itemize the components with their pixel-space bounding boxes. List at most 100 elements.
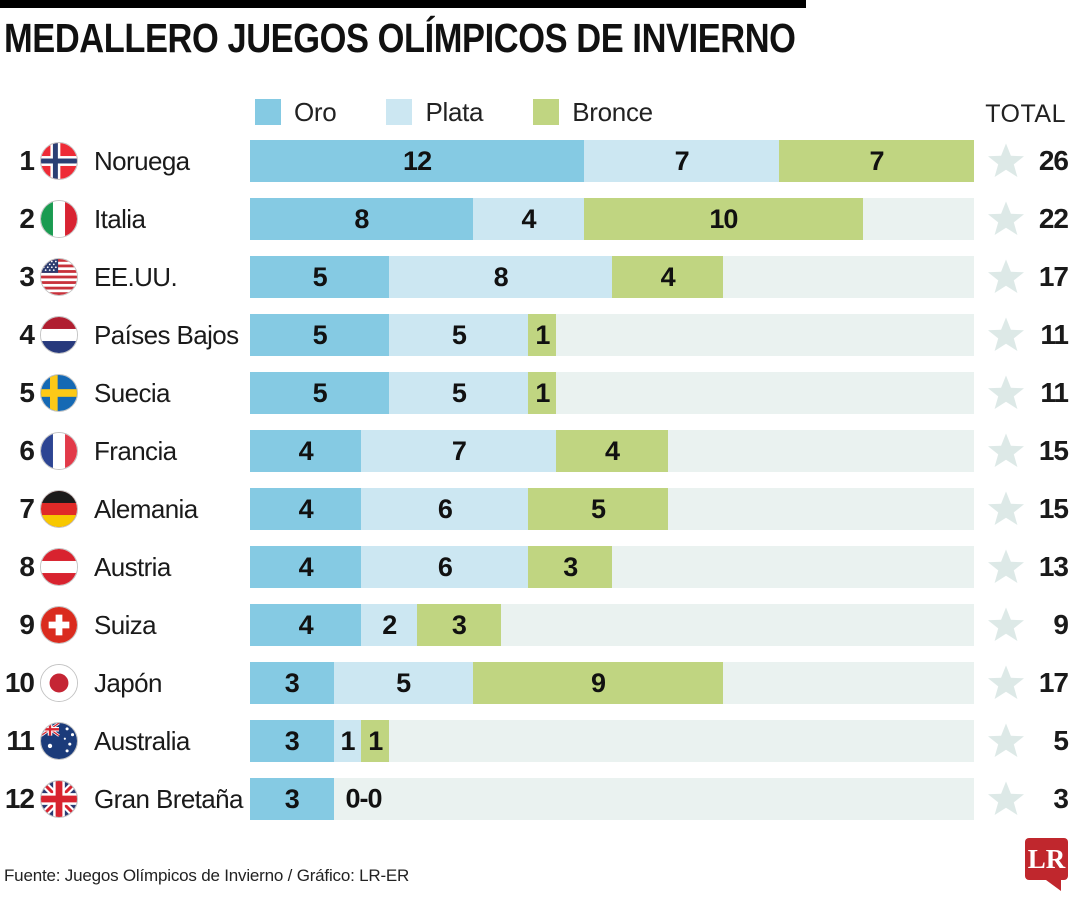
- bronce-segment: 1: [361, 720, 390, 762]
- bronce-segment: 4: [612, 256, 724, 298]
- oro-value: 3: [284, 783, 300, 814]
- bronce-segment: 10: [584, 198, 863, 240]
- oro-value: 5: [312, 377, 328, 408]
- oro-value: 4: [298, 435, 314, 466]
- oro-segment: 5: [250, 314, 390, 356]
- star-icon: [986, 721, 1026, 761]
- country-name: Alemania: [94, 493, 198, 524]
- country-name: Suiza: [94, 609, 157, 640]
- table-row: 10 Japón 3 5 9 17: [0, 654, 1080, 712]
- oro-segment: 3: [250, 778, 334, 820]
- plata-value: 5: [451, 377, 467, 408]
- country-name: Italia: [94, 203, 146, 234]
- star-icon: [986, 663, 1026, 703]
- bronce-value: 5: [591, 493, 606, 524]
- plata-value: 7: [674, 145, 690, 176]
- country-name: Noruega: [94, 145, 190, 176]
- bronce-value: 4: [660, 261, 676, 292]
- bronce-segment: 4: [556, 430, 668, 472]
- medal-bar-track: 3 5 9: [250, 662, 974, 704]
- plata-segment: 8: [389, 256, 612, 298]
- legend-swatch-icon: [255, 99, 281, 125]
- oro-segment: 4: [250, 488, 362, 530]
- top-accent-bar: [0, 0, 806, 8]
- bronce-value: 10: [709, 203, 738, 234]
- medal-bar-track: 5 5 1: [250, 372, 974, 414]
- bronce-value: 1: [368, 725, 383, 756]
- rank-label: 5: [19, 377, 35, 408]
- country-flag-icon: [40, 722, 78, 760]
- plata-segment: 6: [361, 488, 529, 530]
- country-flag-icon: [40, 432, 78, 470]
- medal-bar-track: 4 6 5: [250, 488, 974, 530]
- medal-bar-track: 5 5 1: [250, 314, 974, 356]
- source-credit: Fuente: Juegos Olímpicos de Invierno / G…: [4, 866, 410, 885]
- country-flag-icon: [40, 200, 78, 238]
- bronce-value: 3: [563, 551, 578, 582]
- oro-segment: 12: [250, 140, 585, 182]
- country-name: EE.UU.: [94, 261, 178, 292]
- bronce-segment: 1: [528, 314, 557, 356]
- rank-label: 1: [19, 145, 35, 176]
- legend: Oro Plata Bronce: [255, 99, 703, 125]
- oro-segment: 4: [250, 604, 362, 646]
- star-icon: [986, 431, 1026, 471]
- plata-value: 7: [451, 435, 467, 466]
- table-row: 7 Alemania 4 6 5 15: [0, 480, 1080, 538]
- oro-value: 3: [284, 725, 300, 756]
- total-value: 17: [1038, 667, 1069, 698]
- legend-label: Bronce: [572, 97, 653, 127]
- plata-segment: 7: [584, 140, 780, 182]
- rank-label: 4: [19, 319, 35, 350]
- zero-medals-label: 0-0: [345, 783, 383, 814]
- rank-label: 2: [19, 203, 35, 234]
- plata-segment: 7: [361, 430, 557, 472]
- table-row: 5 Suecia 5 5 1 11: [0, 364, 1080, 422]
- bronce-segment: 5: [528, 488, 668, 530]
- legend-item: Oro: [255, 97, 337, 127]
- medal-rows: 1 Noruega 12 7 7 2 6 2 Italia 8 4 10 22 3 EE.…: [0, 132, 1080, 828]
- country-flag-icon: [40, 490, 78, 528]
- star-icon: [986, 315, 1026, 355]
- oro-segment: 4: [250, 546, 362, 588]
- country-flag-icon: [40, 374, 78, 412]
- oro-segment: 5: [250, 256, 390, 298]
- oro-value: 5: [312, 319, 328, 350]
- bronce-value: 1: [535, 319, 550, 350]
- plata-value: 6: [437, 493, 453, 524]
- star-icon: [986, 141, 1026, 181]
- star-icon: [986, 199, 1026, 239]
- table-row: 6 Francia 4 7 4 15: [0, 422, 1080, 480]
- rank-label: 10: [4, 667, 35, 698]
- country-flag-icon: [40, 548, 78, 586]
- total-value: 11: [1040, 319, 1069, 350]
- oro-value: 8: [354, 203, 369, 234]
- country-flag-icon: [40, 258, 78, 296]
- plata-value: 1: [340, 725, 355, 756]
- rank-label: 3: [19, 261, 35, 292]
- country-flag-icon: [40, 664, 78, 702]
- plata-value: 4: [521, 203, 536, 234]
- rank-label: 7: [19, 493, 35, 524]
- star-icon: [986, 779, 1026, 819]
- bronce-segment: 3: [417, 604, 501, 646]
- rank-label: 11: [6, 725, 35, 756]
- oro-value: 4: [298, 609, 314, 640]
- plata-segment: 6: [361, 546, 529, 588]
- country-name: Australia: [94, 725, 190, 756]
- plata-value: 6: [437, 551, 453, 582]
- table-row: 4 Países Bajos 5 5 1 11: [0, 306, 1080, 364]
- country-name: Gran Bretaña: [94, 783, 243, 814]
- medal-bar-track: 4 6 3: [250, 546, 974, 588]
- total-value: 22: [1038, 203, 1069, 234]
- oro-value: 4: [298, 493, 314, 524]
- lr-logo-text: LR: [1027, 843, 1066, 874]
- table-row: 2 Italia 8 4 10 22: [0, 190, 1080, 248]
- oro-value: 3: [284, 667, 300, 698]
- legend-label: Plata: [425, 97, 484, 127]
- bronce-value: 1: [535, 377, 550, 408]
- legend-label: Oro: [294, 97, 337, 127]
- oro-value: 12: [403, 145, 432, 176]
